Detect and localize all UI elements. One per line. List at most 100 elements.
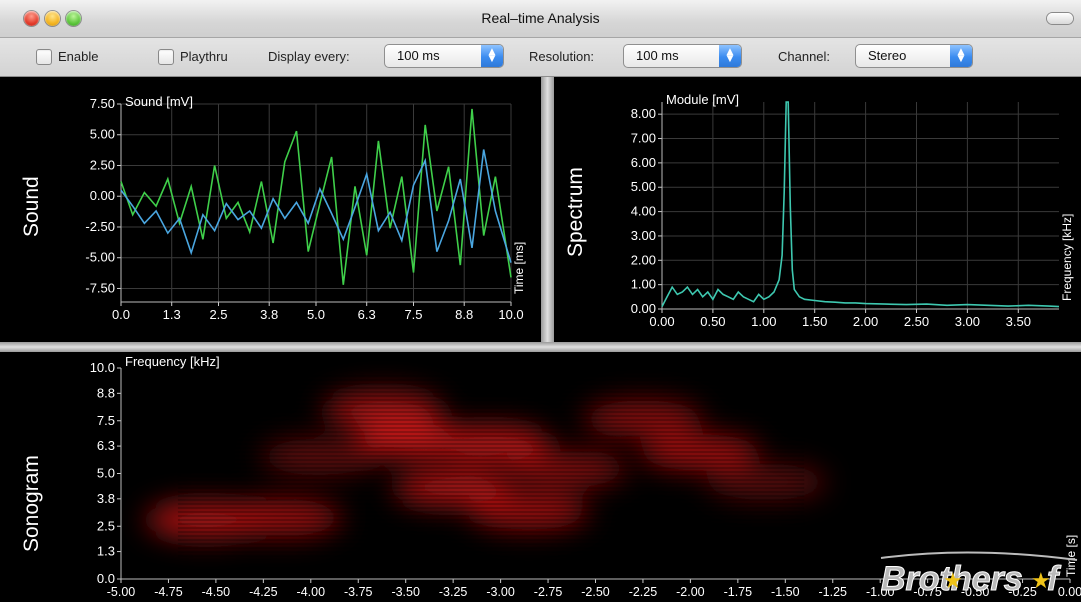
y-tick-label: 5.0 <box>97 466 115 481</box>
x-tick-label: 3.8 <box>260 307 278 322</box>
x-tick-label: -1.50 <box>771 585 800 599</box>
heat-blob <box>260 438 381 475</box>
x-tick-label: 10.0 <box>498 307 523 322</box>
x-tick-label: -2.50 <box>581 585 610 599</box>
display-every-value: 100 ms <box>397 48 440 63</box>
y-tick-label: 4.00 <box>631 204 656 219</box>
minimize-window-button[interactable] <box>45 11 60 26</box>
heat-blob <box>431 425 552 462</box>
heat-blob <box>639 434 760 471</box>
y-tick-label: 6.00 <box>631 155 656 170</box>
x-tick-label: 1.3 <box>163 307 181 322</box>
title-bar: Real–time Analysis <box>0 0 1081 38</box>
display-every-select[interactable]: 100 ms ▲ ▼ <box>384 44 504 68</box>
y-tick-label: 6.3 <box>97 438 115 453</box>
x-tick-label: -4.25 <box>249 585 278 599</box>
y-tick-label: 2.50 <box>90 157 115 172</box>
channel-select[interactable]: Stereo ▲ ▼ <box>855 44 973 68</box>
y-tick-label: 1.3 <box>97 544 115 559</box>
heat-blob <box>706 463 827 500</box>
playthru-label[interactable]: Playthru <box>180 49 228 64</box>
resolution-value: 100 ms <box>636 48 679 63</box>
x-tick-label: -3.25 <box>439 585 468 599</box>
heat-blob <box>322 392 443 429</box>
sonogram-chart: 10.0 8.8 7.5 6.3 5.0 3.8 2.5 1.3 0.0-5.00 -4.75 -4… <box>90 354 1081 599</box>
x-tick-label: -5.00 <box>107 585 136 599</box>
x-tick-label: -2.00 <box>676 585 705 599</box>
y-tick-label: 2.00 <box>631 252 656 267</box>
zoom-window-button[interactable] <box>66 11 81 26</box>
x-tick-label: -2.75 <box>534 585 563 599</box>
x-axis-title: Time [s] <box>1064 535 1078 577</box>
x-tick-label: -0.25 <box>1008 585 1037 599</box>
x-tick-label: 0.00 <box>1058 585 1081 599</box>
enable-label[interactable]: Enable <box>58 49 99 64</box>
updown-arrows-icon: ▲ ▼ <box>719 45 741 67</box>
brothers-watermark-logo: Brothers f ★ ★ <box>881 551 1078 599</box>
x-tick-label: 2.00 <box>853 314 878 329</box>
x-axis-title: Time [ms] <box>512 242 526 294</box>
vertical-split-handle[interactable] <box>541 77 554 342</box>
playthru-checkbox[interactable] <box>158 49 174 65</box>
heat-blob <box>507 451 628 488</box>
x-tick-label: 7.5 <box>404 307 422 322</box>
x-tick-label: 5.0 <box>307 307 325 322</box>
x-tick-label: 0.50 <box>700 314 725 329</box>
x-tick-label: -4.00 <box>297 585 326 599</box>
toolbar: Enable Playthru Display every: 100 ms ▲ ▼… <box>0 38 1081 77</box>
enable-checkbox[interactable] <box>36 49 52 65</box>
x-tick-label: -1.25 <box>819 585 848 599</box>
heat-blob <box>582 400 703 437</box>
y-tick-label: 0.00 <box>90 188 115 203</box>
y-tick-label: -5.00 <box>85 250 115 265</box>
x-tick-label: 6.3 <box>358 307 376 322</box>
x-tick-label: 2.50 <box>904 314 929 329</box>
x-tick-label: -2.25 <box>629 585 658 599</box>
x-tick-label: 1.50 <box>802 314 827 329</box>
x-tick-label: 2.5 <box>209 307 227 322</box>
sonogram-pane: Sonogram 10.0 8.8 7.5 6.3 5.0 3.8 2.5 1.3 0.0 -5.… <box>0 352 1081 602</box>
x-tick-label: 0.00 <box>649 314 674 329</box>
x-tick-label: -0.50 <box>961 585 990 599</box>
series-line <box>120 149 512 263</box>
y-tick-label: 0.00 <box>631 301 656 316</box>
horizontal-split-handle[interactable] <box>0 342 1081 352</box>
x-axis-title: Frequency [kHz] <box>1060 214 1074 301</box>
y-tick-label: -2.50 <box>85 219 115 234</box>
x-tick-label: -3.50 <box>391 585 420 599</box>
heat-blob <box>222 499 343 536</box>
updown-arrows-icon: ▲ ▼ <box>481 45 503 67</box>
channel-label: Channel: <box>778 49 831 64</box>
resolution-select[interactable]: 100 ms ▲ ▼ <box>623 44 742 68</box>
sound-chart: 0.0 1.3 2.5 3.8 5.0 6.3 7.5 8.8 10.0 7.50 5.00 2.50… <box>85 94 526 322</box>
close-window-button[interactable] <box>24 11 39 26</box>
y-tick-label: 8.00 <box>631 106 656 121</box>
updown-arrows-icon: ▲ ▼ <box>950 45 972 67</box>
x-tick-label: -3.00 <box>486 585 515 599</box>
y-tick-label: 8.8 <box>97 385 115 400</box>
heat-blob <box>469 493 590 530</box>
x-tick-label: -4.75 <box>154 585 183 599</box>
x-tick-label: 3.00 <box>955 314 980 329</box>
x-tick-label: -0.75 <box>913 585 942 599</box>
y-tick-label: 7.5 <box>97 413 115 428</box>
x-tick-label: 0.0 <box>112 307 130 322</box>
watermark-text: Brothers <box>881 560 1023 598</box>
x-tick-label: -1.75 <box>724 585 753 599</box>
y-tick-label: 2.5 <box>97 518 115 533</box>
sound-pane: Sound 0.0 1.3 2.5 3.8 5.0 6.3 7.5 8.8 10.0 7.50 5.… <box>0 77 541 342</box>
y-tick-label: -7.50 <box>85 280 115 295</box>
x-tick-label: 1.00 <box>751 314 776 329</box>
x-tick-label: -4.50 <box>202 585 231 599</box>
y-tick-label: 3.00 <box>631 228 656 243</box>
x-tick-label: -1.00 <box>866 585 895 599</box>
channel-value: Stereo <box>868 48 907 63</box>
y-tick-label: 3.8 <box>97 491 115 506</box>
star-icon: ★ <box>943 568 963 593</box>
x-tick-label: -3.75 <box>344 585 373 599</box>
y-axis-title: Sound [mV] <box>125 94 193 109</box>
toolbar-toggle-button[interactable] <box>1047 13 1073 24</box>
sonogram-heat <box>146 392 827 538</box>
spectrum-pane: Spectrum 0.00 0.50 1.00 1.50 2.00 2.50 3.00 3.5… <box>554 77 1081 342</box>
